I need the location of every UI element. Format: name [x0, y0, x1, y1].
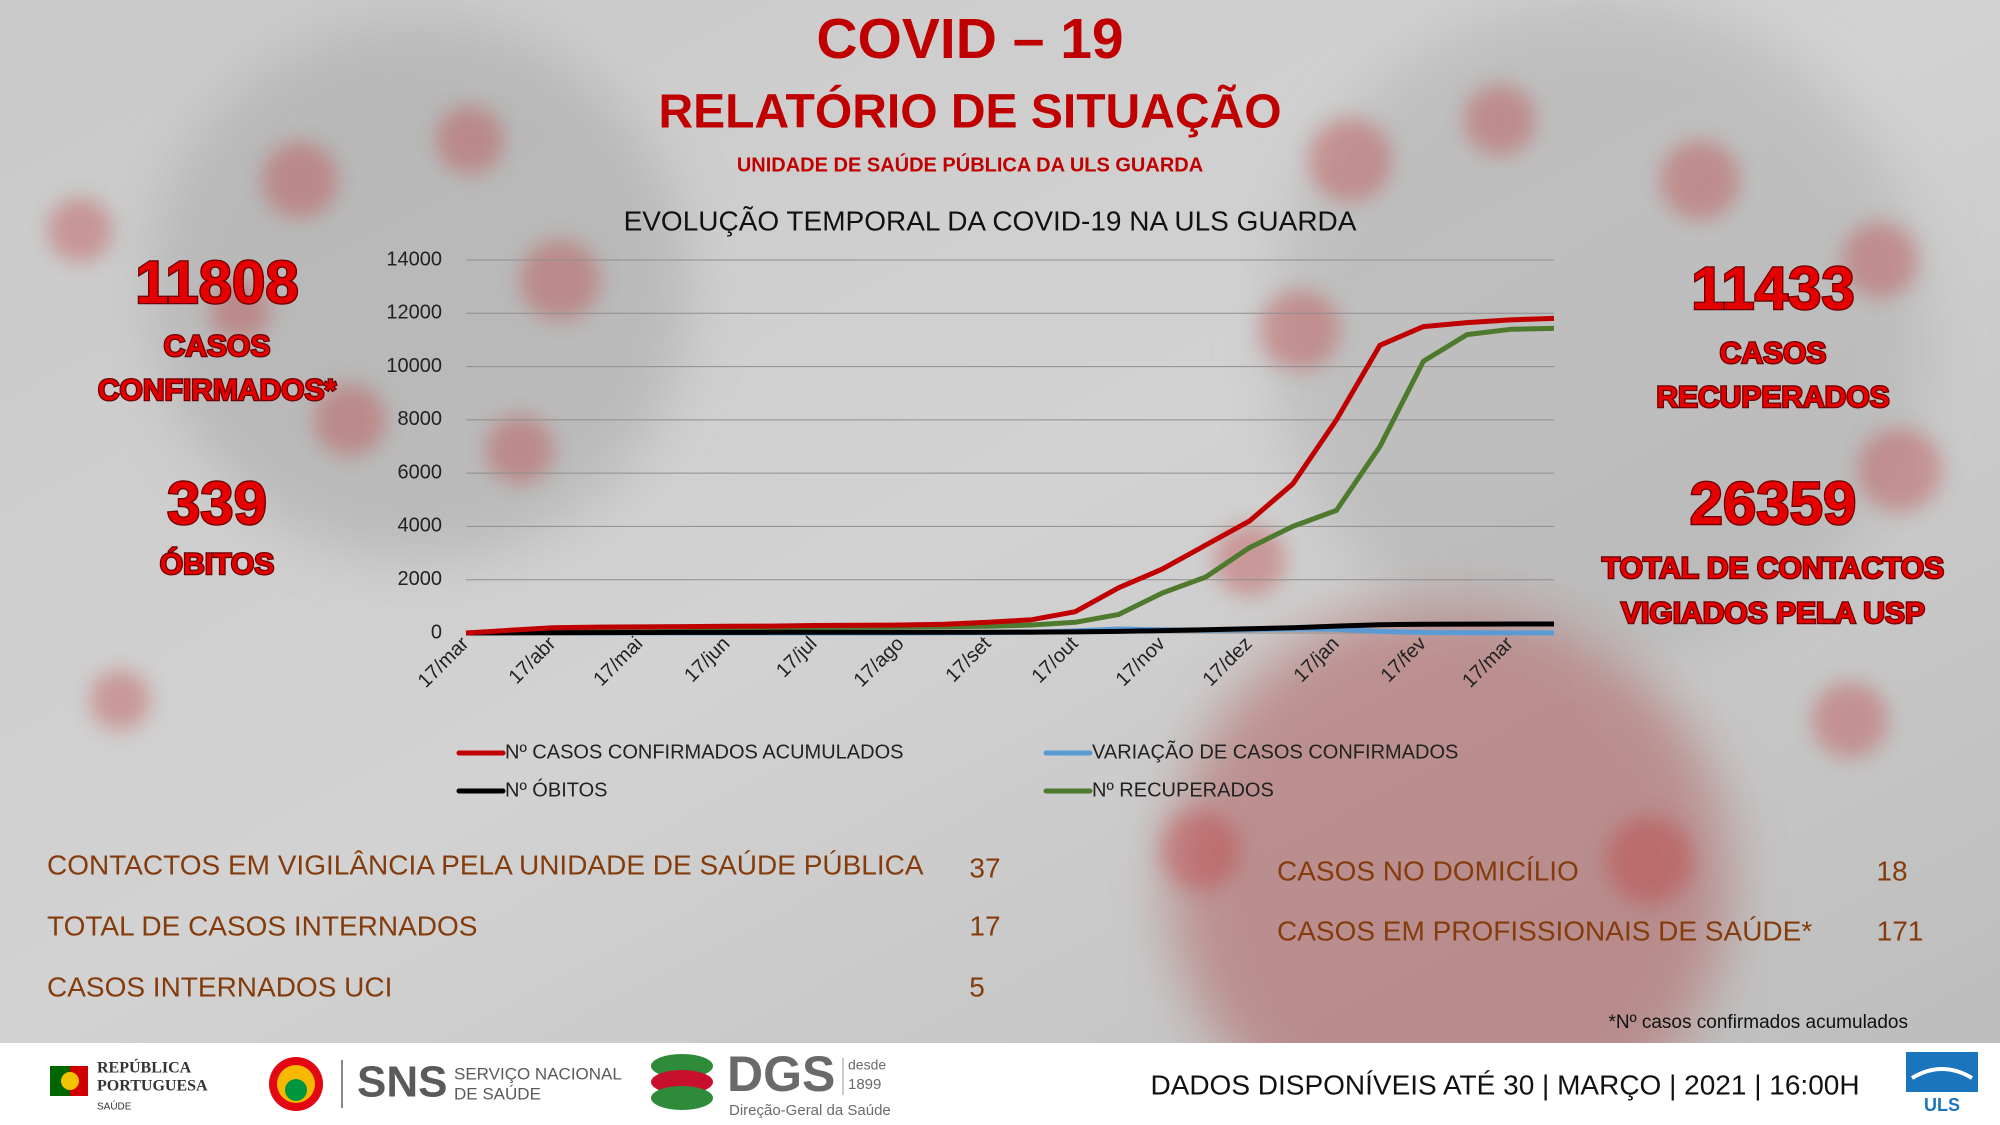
stat-label: CASOS	[1720, 337, 1827, 370]
stat-label: CONFIRMADOS*	[98, 374, 337, 407]
logo-text: ULS	[1924, 1095, 1960, 1115]
footer-date: DADOS DISPONÍVEIS ATÉ 30 | MARÇO | 2021 …	[1150, 1069, 1859, 1100]
y-tick-label: 8000	[398, 408, 443, 430]
table-value: 17	[969, 910, 1000, 941]
logo-text: 1899	[848, 1076, 881, 1093]
y-tick-label: 4000	[398, 515, 443, 537]
logo-text: DE SAÚDE	[454, 1084, 541, 1103]
chart-title: EVOLUÇÃO TEMPORAL DA COVID-19 NA ULS GUA…	[624, 205, 1357, 236]
table-label: CASOS EM PROFISSIONAIS DE SAÚDE*	[1277, 915, 1812, 946]
footnote: *Nº casos confirmados acumulados	[1609, 1012, 1908, 1033]
stat-label: ÓBITOS	[160, 547, 274, 581]
stat-value: 11433	[1691, 255, 1855, 322]
table-label: TOTAL DE CASOS INTERNADOS	[47, 910, 477, 941]
stat-label: VIGIADOS PELA USP	[1621, 597, 1925, 630]
table-value: 5	[969, 971, 985, 1002]
y-tick-label: 2000	[398, 568, 443, 590]
logo-text: desde	[848, 1057, 886, 1073]
footer: REPÚBLICA PORTUGUESA SAÚDE SNS SERVIÇO N…	[0, 1043, 2000, 1125]
logo-text: Direção-Geral da Saúde	[729, 1102, 891, 1119]
logo-text: SAÚDE	[97, 1100, 132, 1113]
legend-label: Nº ÓBITOS	[505, 778, 608, 801]
table-value: 37	[969, 852, 1000, 883]
table-label: CONTACTOS EM VIGILÂNCIA PELA UNIDADE DE …	[47, 849, 924, 880]
table-label: CASOS INTERNADOS UCI	[47, 971, 392, 1002]
y-tick-label: 10000	[386, 355, 442, 377]
unit: UNIDADE DE SAÚDE PÚBLICA DA ULS GUARDA	[737, 152, 1203, 176]
y-tick-label: 14000	[386, 248, 442, 270]
stat-value: 339	[167, 470, 267, 537]
logo-text: DGS	[727, 1046, 835, 1102]
stat-label: RECUPERADOS	[1656, 381, 1889, 414]
table-label: CASOS NO DOMICÍLIO	[1277, 855, 1579, 886]
series-line	[465, 315, 1555, 636]
stat-value: 26359	[1690, 470, 1857, 537]
y-tick-label: 0	[431, 621, 442, 643]
stat-label: CASOS	[164, 330, 271, 363]
legend-label: Nº CASOS CONFIRMADOS ACUMULADOS	[505, 741, 903, 763]
title: COVID – 19	[816, 7, 1123, 71]
subtitle: RELATÓRIO DE SITUAÇÃO	[658, 84, 1281, 139]
stat-label: TOTAL DE CONTACTOS	[1602, 552, 1944, 585]
logo-text: PORTUGUESA	[97, 1078, 208, 1095]
stat-value: 11808	[135, 249, 299, 316]
logo-text: SERVIÇO NACIONAL	[454, 1064, 622, 1083]
y-tick-label: 12000	[386, 302, 442, 324]
legend-label: Nº RECUPERADOS	[1092, 779, 1274, 801]
logo-text: SNS	[357, 1058, 447, 1107]
series-line	[465, 621, 1554, 636]
logo-text: REPÚBLICA	[97, 1058, 192, 1077]
table-value: 18	[1876, 855, 1907, 886]
y-tick-label: 6000	[398, 461, 443, 483]
table-value: 171	[1877, 915, 1924, 946]
legend-label: VARIAÇÃO DE CASOS CONFIRMADOS	[1092, 739, 1458, 763]
